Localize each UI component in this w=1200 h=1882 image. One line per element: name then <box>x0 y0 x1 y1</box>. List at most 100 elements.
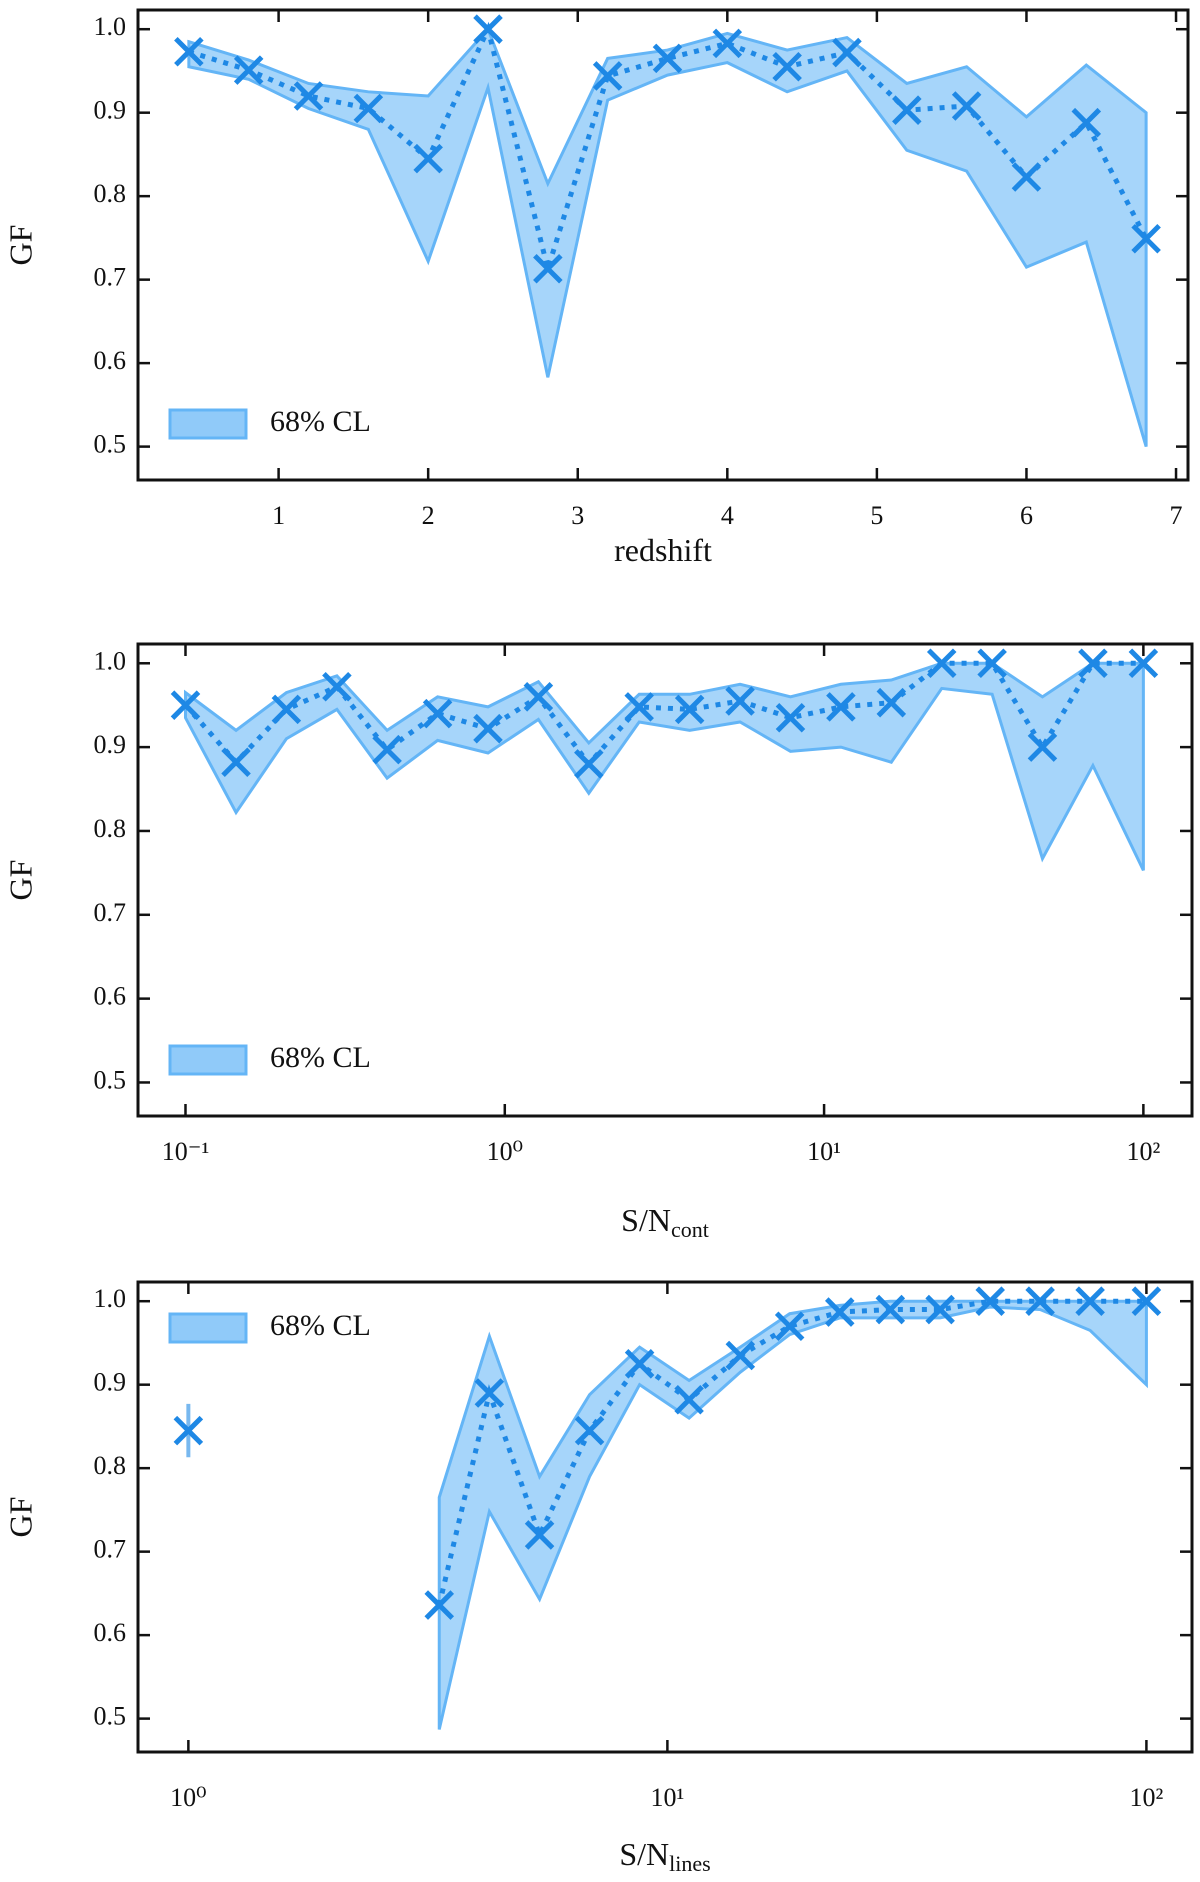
y-tick-label: 0.7 <box>94 1535 127 1564</box>
marker <box>524 1520 555 1550</box>
legend-swatch <box>168 408 248 440</box>
y-axis-label: GF <box>2 1497 38 1538</box>
marker <box>221 747 251 777</box>
y-tick-label: 0.8 <box>94 814 127 843</box>
y-tick-label: 0.9 <box>94 1368 127 1397</box>
confidence-band <box>187 26 1148 448</box>
legend-label: 68% CL <box>270 1041 371 1074</box>
marker <box>1131 223 1161 254</box>
x-tick-label: 10¹ <box>807 1137 841 1166</box>
marker <box>712 28 743 59</box>
marker <box>1078 648 1108 679</box>
marker <box>322 671 352 702</box>
y-tick-label: 0.5 <box>94 1065 127 1094</box>
legend-swatch <box>168 1044 248 1076</box>
marker <box>424 1590 455 1620</box>
marker <box>1025 1286 1055 1316</box>
marker <box>875 1294 906 1325</box>
marker <box>233 55 264 85</box>
marker <box>271 694 302 725</box>
marker <box>772 51 802 82</box>
plot-frame <box>136 8 1190 482</box>
y-axis-label: GF <box>2 225 38 266</box>
marker <box>652 43 683 74</box>
marker <box>474 1378 505 1408</box>
x-axis-label-main: S/N <box>621 1202 671 1238</box>
y-tick-label: 0.5 <box>94 430 127 459</box>
marker <box>413 143 443 174</box>
marker <box>574 749 604 779</box>
y-tick-label: 1.0 <box>94 12 127 41</box>
x-tick-label: 7 <box>1170 501 1183 530</box>
y-tick-label: 0.8 <box>94 1451 127 1480</box>
marker <box>1075 1286 1105 1316</box>
marker <box>1131 1286 1162 1316</box>
panel: 0.5 0.6 0.7 0.8 0.9 1.0 10⁻¹ 10⁰ 10¹ 10² GF S/Ncont… <box>2 642 1194 1242</box>
marker <box>592 61 623 91</box>
marker <box>1071 107 1102 138</box>
marker <box>826 692 856 722</box>
marker <box>1027 732 1058 762</box>
marker <box>925 1294 955 1325</box>
x-tick-label: 2 <box>422 501 435 530</box>
marker <box>824 1297 855 1327</box>
y-tick-label: 1.0 <box>94 1284 127 1313</box>
x-axis-label: S/Nlines <box>619 1836 710 1876</box>
marker <box>876 687 907 718</box>
marker <box>1011 162 1042 192</box>
y-tick-label: 0.7 <box>94 263 127 292</box>
marker <box>725 686 755 716</box>
marker <box>624 692 654 722</box>
marker <box>372 734 402 765</box>
x-tick-label: 10² <box>1126 1137 1160 1166</box>
marker <box>293 81 324 111</box>
legend-label: 68% CL <box>270 405 371 438</box>
x-tick-label: 3 <box>571 501 584 530</box>
x-axis-label-main: S/N <box>619 1836 669 1872</box>
marker <box>975 1286 1005 1316</box>
marker <box>422 698 453 729</box>
x-tick-label: 4 <box>721 501 734 530</box>
marker <box>574 1415 605 1446</box>
panel: 0.5 0.6 0.7 0.8 0.9 1.0 10⁰ 10¹ 10² GF S/Nlines 68%… <box>2 1280 1194 1876</box>
marker <box>174 36 204 67</box>
x-tick-label: 10⁰ <box>170 1783 206 1812</box>
x-axis-label: S/Ncont <box>621 1202 709 1242</box>
x-axis-label: redshift <box>614 532 712 568</box>
y-tick-label: 0.8 <box>94 179 127 208</box>
marker <box>892 95 922 125</box>
marker <box>533 254 563 284</box>
panel: 0.5 0.6 0.7 0.8 0.9 1.0 1 2 3 4 5 6 7 GF redshift 68% C… <box>2 8 1190 568</box>
y-tick-label: 0.6 <box>94 1618 127 1647</box>
marker <box>353 93 384 124</box>
confidence-band <box>437 1299 1148 1730</box>
y-tick-label: 1.0 <box>94 646 127 675</box>
legend-label: 68% CL <box>270 1309 371 1342</box>
legend-swatch <box>168 1312 248 1344</box>
plot-frame <box>136 642 1194 1118</box>
x-tick-label: 6 <box>1020 501 1033 530</box>
marker <box>977 648 1007 679</box>
y-tick-label: 0.5 <box>94 1702 127 1731</box>
marker <box>951 91 982 121</box>
marker <box>774 1311 805 1342</box>
x-tick-label: 10⁰ <box>487 1137 523 1166</box>
y-tick-label: 0.9 <box>94 730 127 759</box>
x-tick-label: 5 <box>870 501 883 530</box>
marker <box>832 37 862 68</box>
marker <box>674 694 705 725</box>
y-axis-label: GF <box>2 860 38 901</box>
x-tick-label: 10¹ <box>650 1783 684 1812</box>
x-axis-label-subscript: cont <box>671 1217 709 1242</box>
marker <box>523 682 554 712</box>
y-tick-label: 0.7 <box>94 898 127 927</box>
y-tick-label: 0.9 <box>94 96 127 125</box>
x-tick-label: 10⁻¹ <box>162 1137 210 1166</box>
marker <box>1128 648 1159 679</box>
plot-frame <box>136 1280 1194 1754</box>
marker <box>725 1340 756 1371</box>
marker <box>674 1384 704 1415</box>
x-axis-label-main: redshift <box>614 532 712 568</box>
marker <box>170 690 201 720</box>
